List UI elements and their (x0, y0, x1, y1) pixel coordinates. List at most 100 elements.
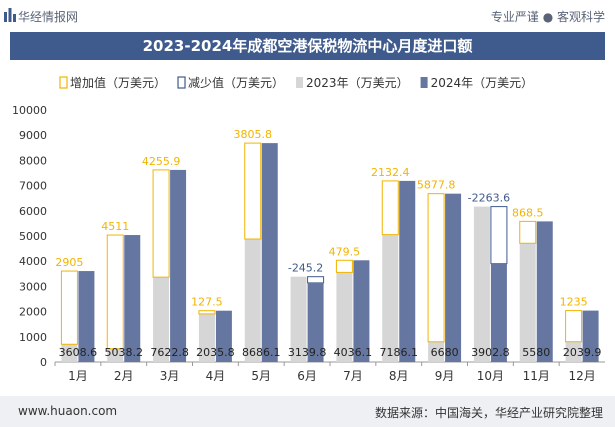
y-tick-label: 0 (40, 356, 47, 369)
x-tick-label: 10月 (477, 369, 504, 383)
increase-label: 2132.4 (371, 166, 410, 179)
y-tick-label: 4000 (19, 255, 47, 268)
value-2024-label: 7622.8 (150, 346, 189, 359)
bar-2023 (61, 344, 78, 362)
x-tick-label: 2月 (114, 369, 134, 383)
x-tick-label: 7月 (343, 369, 363, 383)
y-tick-label: 8000 (19, 154, 47, 167)
legend-swatch (296, 77, 304, 88)
value-2024-label: 7186.1 (380, 346, 419, 359)
increase-label: 5877.8 (417, 179, 456, 192)
bar-increase (152, 169, 170, 278)
bar-2024 (307, 282, 324, 362)
x-tick-label: 12月 (568, 369, 595, 383)
brand-name: 华经情报网 (18, 10, 79, 24)
chart: 增加值（万美元） 减少值（万美元） 2023年（万美元） 2024年（万美元） 0 100… (12, 75, 605, 383)
bar-2024 (399, 180, 416, 362)
bar-2024 (445, 193, 462, 362)
bar-2023 (519, 243, 536, 362)
bar-2024 (124, 235, 141, 362)
bar-2023 (382, 234, 399, 362)
increase-label: 1235 (560, 296, 588, 309)
x-tick-label: 8月 (389, 369, 409, 383)
bar-increase (381, 180, 399, 236)
bar-2024 (536, 221, 553, 362)
legend-swatch (59, 76, 68, 89)
value-2024-label: 5580 (522, 346, 550, 359)
decrease-label: -2263.6 (468, 192, 510, 205)
bar-2024 (78, 271, 95, 362)
increase-label: 4511 (101, 220, 129, 233)
bar-2023 (153, 277, 170, 362)
bar-2024 (353, 260, 370, 362)
y-tick-label: 3000 (19, 280, 47, 293)
footer-url: www.huaon.com (18, 404, 118, 418)
legend-label: 增加值（万美元） (70, 75, 166, 90)
legend-label: 减少值（万美元） (188, 75, 284, 90)
legend-label: 2023年（万美元） (306, 76, 409, 90)
legend-label: 2024年（万美元） (431, 76, 534, 90)
bar-2023 (336, 272, 353, 362)
bar-decrease (307, 276, 325, 284)
bar-2024 (170, 169, 187, 362)
bar-2023 (290, 276, 307, 362)
bar-2024 (215, 310, 232, 362)
chart-title: 2023-2024年成都空港保税物流中心月度进口额 (142, 37, 473, 55)
x-tick-label: 5月 (251, 369, 271, 383)
y-tick-label: 2000 (19, 306, 47, 319)
x-tick-label: 3月 (160, 369, 180, 383)
value-2024-label: 3902.8 (471, 346, 510, 359)
increase-label: 868.5 (512, 206, 544, 219)
bar-2023 (244, 239, 261, 362)
value-2024-label: 2035.8 (196, 346, 235, 359)
x-tick-label: 1月 (68, 369, 88, 383)
tagline: 专业严谨 ● 客观科学 (490, 10, 605, 24)
x-tick-label: 11月 (523, 369, 550, 383)
bar-decrease (490, 206, 508, 265)
increase-label: 127.5 (191, 296, 223, 309)
value-2024-label: 6680 (431, 346, 459, 359)
bar-increase (244, 142, 262, 240)
bar-2023 (107, 348, 124, 362)
increase-label: 3805.8 (234, 128, 273, 141)
bar-2023 (198, 313, 215, 362)
value-2024-label: 4036.1 (334, 346, 373, 359)
x-tick-label: 4月 (206, 369, 226, 383)
y-tick-label: 5000 (19, 230, 47, 243)
bar-2024 (490, 263, 507, 362)
brand-logo-icon (4, 8, 16, 22)
increase-label: 4255.9 (142, 155, 181, 168)
y-tick-label: 7000 (19, 180, 47, 193)
y-tick-label: 1000 (19, 331, 47, 344)
legend-swatch (420, 77, 428, 88)
title-bar: 2023-2024年成都空港保税物流中心月度进口额 (10, 32, 605, 60)
bar-2023 (565, 341, 582, 362)
bar-increase (565, 310, 583, 343)
bar-2024 (582, 310, 599, 362)
value-2024-label: 2039.9 (563, 346, 602, 359)
y-tick-label: 6000 (19, 205, 47, 218)
bar-increase (519, 220, 537, 244)
bar-increase (198, 310, 216, 315)
bar-2023 (473, 206, 490, 362)
y-tick-label: 9000 (19, 129, 47, 142)
bar-increase (427, 193, 445, 343)
x-tick-label: 9月 (435, 369, 455, 383)
value-2024-label: 3608.6 (59, 346, 98, 359)
bar-increase (335, 259, 353, 273)
value-2024-label: 3139.8 (288, 346, 327, 359)
x-tick-label: 6月 (297, 369, 317, 383)
bar-increase (106, 234, 124, 350)
bar-2024 (261, 143, 278, 362)
legend-swatch (177, 76, 186, 89)
value-2024-label: 5038.2 (105, 346, 144, 359)
decrease-label: -245.2 (288, 262, 323, 275)
footer-source: 数据来源：中国海关，华经产业研究院整理 (374, 406, 603, 420)
y-tick-label: 10000 (12, 104, 47, 117)
bar-2023 (428, 341, 445, 362)
increase-label: 479.5 (329, 245, 361, 258)
bar-increase (60, 270, 78, 345)
top-bar: 华经情报网 专业严谨 ● 客观科学 (0, 0, 615, 30)
footer: www.huaon.com 数据来源：中国海关，华经产业研究院整理 (0, 396, 615, 427)
